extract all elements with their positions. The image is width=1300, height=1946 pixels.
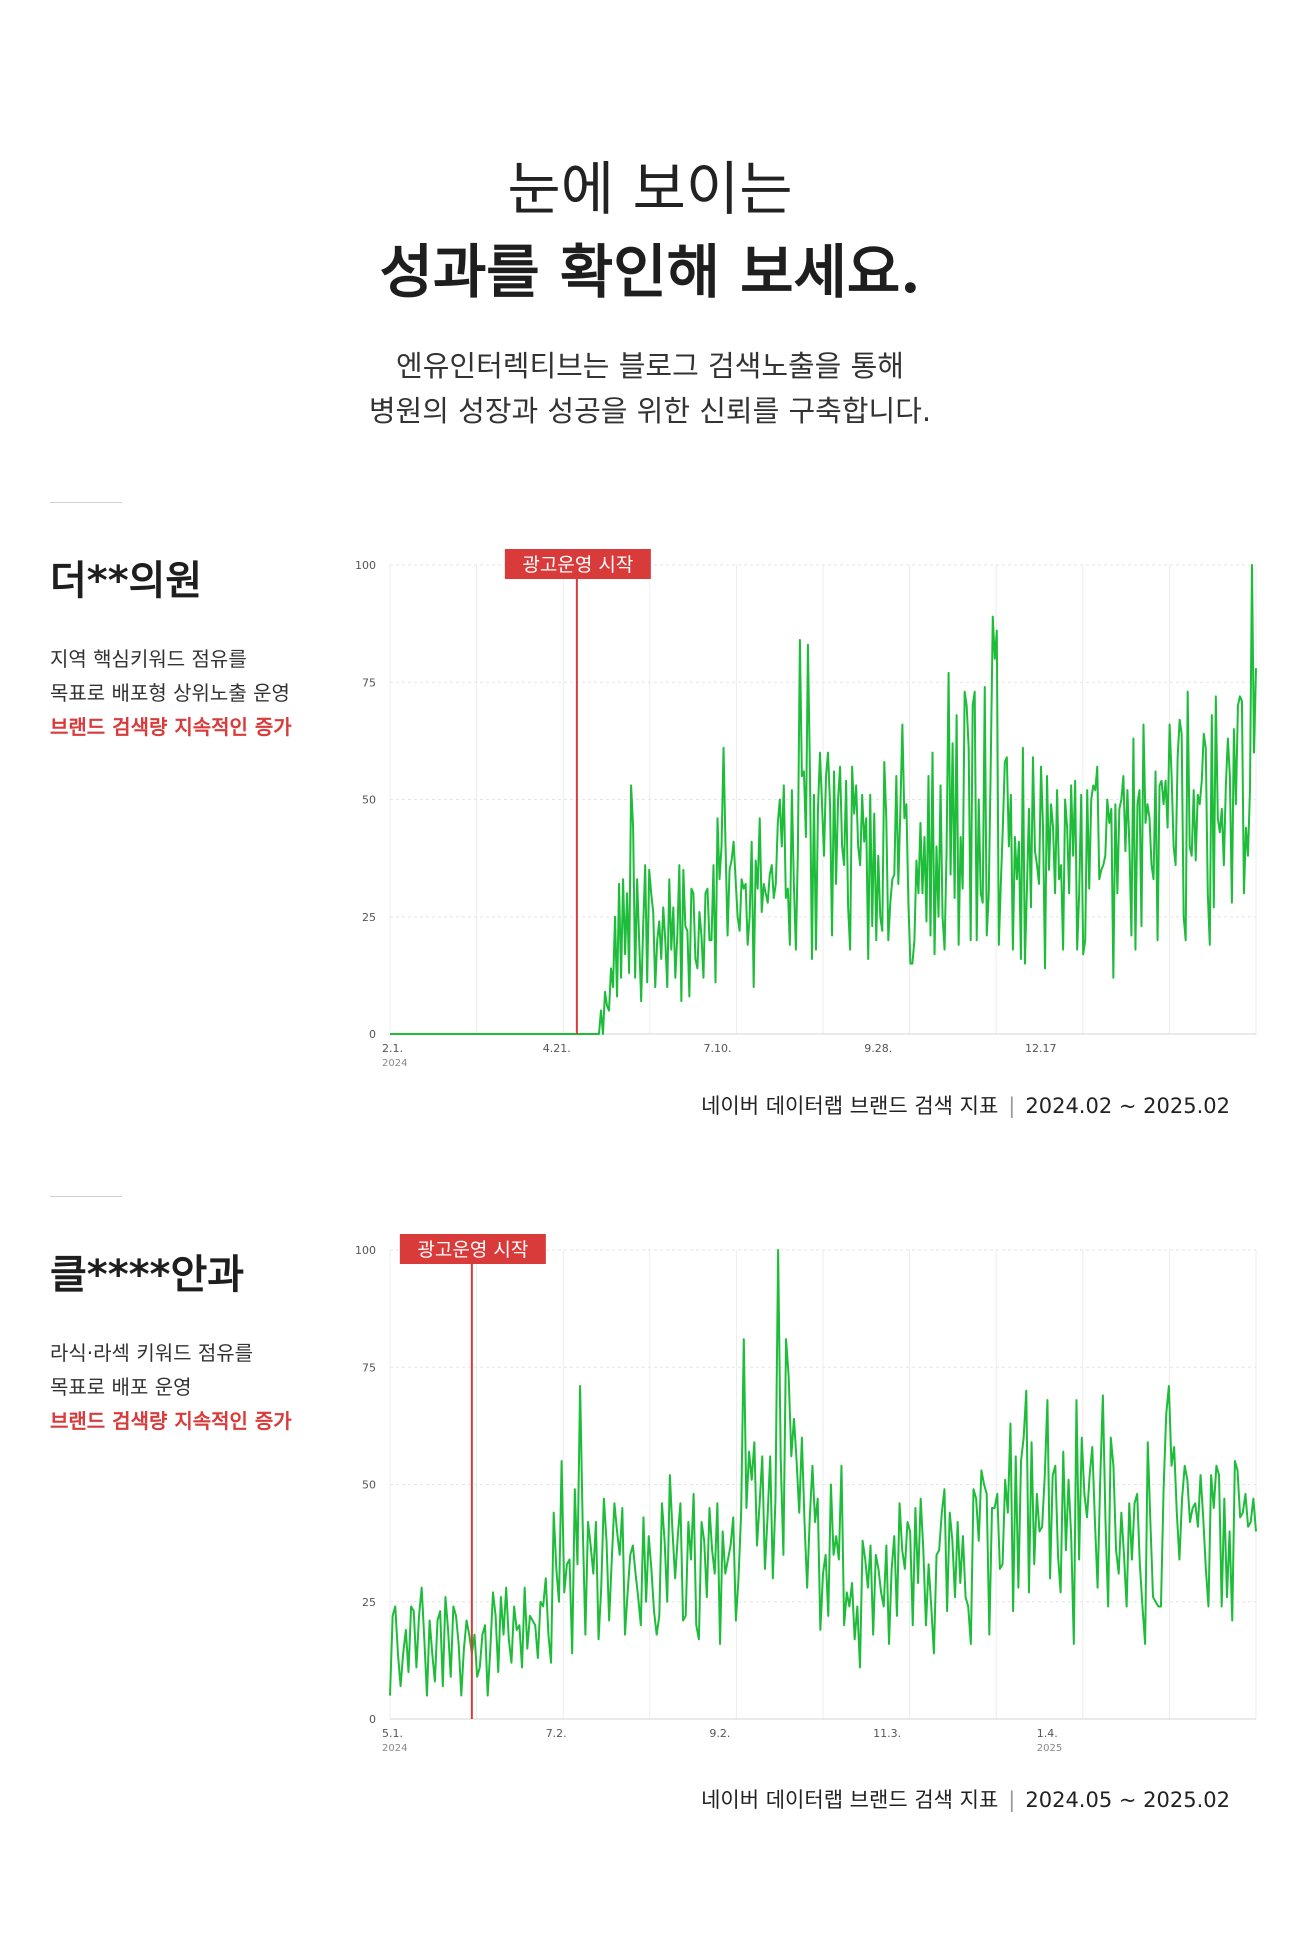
ad-start-label: 광고운영 시작 [522, 554, 633, 576]
chart-caption: 네이버 데이터랩 브랜드 검색 지표 | 2024.02 ~ 2025.02 [350, 1090, 1230, 1120]
x-tick-label: 11.3. [873, 1727, 901, 1740]
case-highlight: 브랜드 검색량 지속적인 증가 [50, 1409, 292, 1433]
y-tick-label: 50 [362, 794, 376, 807]
x-tick-sublabel: 2024 [382, 1743, 407, 1754]
intro-line-1: 엔유인터렉티브는 블로그 검색노출을 통해 [396, 349, 904, 383]
caption-period: 2024.02 ~ 2025.02 [1025, 1094, 1230, 1118]
intro-line-2: 병원의 성장과 성공을 위한 신뢰를 구축합니다. [368, 394, 932, 428]
brand-search-chart-2: 0 25 50 75 100 5.1. 2024 7.2. 9.2. 11.3. 1.4. 2025 광… [355, 1234, 1257, 1754]
series-line [389, 1249, 1257, 1697]
x-tick-sublabel: 2024 [382, 1058, 407, 1069]
y-tick-label: 50 [362, 1479, 376, 1492]
x-tick-label: 2.1. [382, 1042, 403, 1055]
ad-start-label-box [504, 549, 651, 579]
y-tick-label: 25 [362, 911, 376, 924]
case-desc-line-1: 지역 핵심키워드 점유를 [50, 647, 247, 671]
x-tick-label: 9.2. [709, 1727, 730, 1740]
x-tick-label: 7.2. [546, 1727, 567, 1740]
x-tick-label: 4.21. [543, 1042, 571, 1055]
x-tick-sublabel: 2025 [1037, 1743, 1062, 1754]
ad-start-label: 광고운영 시작 [417, 1239, 528, 1261]
y-tick-label: 75 [362, 676, 376, 689]
case-desc-line-2: 목표로 배포 운영 [50, 1375, 192, 1399]
caption-separator: | [1008, 1788, 1016, 1812]
x-tick-label: 5.1. [382, 1727, 403, 1740]
x-tick-label: 1.4. [1037, 1727, 1058, 1740]
y-tick-label: 0 [369, 1713, 376, 1726]
case-divider [50, 502, 122, 503]
case-description: 지역 핵심키워드 점유를 목표로 배포형 상위노출 운영 브랜드 검색량 지속적… [50, 642, 292, 744]
x-tick-label: 7.10. [703, 1042, 731, 1055]
case-highlight: 브랜드 검색량 지속적인 증가 [50, 715, 292, 739]
headline-line-2: 성과를 확인해 보세요. [379, 238, 921, 306]
case-desc-line-2: 목표로 배포형 상위노출 운영 [50, 681, 290, 705]
caption-period: 2024.05 ~ 2025.02 [1025, 1788, 1230, 1812]
caption-source: 네이버 데이터랩 브랜드 검색 지표 [701, 1788, 999, 1812]
y-tick-label: 0 [369, 1028, 376, 1041]
y-tick-label: 25 [362, 1596, 376, 1609]
x-tick-label: 9.28. [864, 1042, 892, 1055]
case-divider [50, 1196, 122, 1197]
chart-caption: 네이버 데이터랩 브랜드 검색 지표 | 2024.05 ~ 2025.02 [350, 1784, 1230, 1814]
ad-start-label-box [399, 1234, 546, 1264]
case-title: 더**의원 [50, 558, 203, 604]
y-tick-label: 100 [355, 1244, 376, 1257]
series-line [390, 564, 1257, 1035]
x-tick-label: 12.17 [1025, 1042, 1057, 1055]
caption-separator: | [1008, 1094, 1016, 1118]
y-tick-label: 75 [362, 1361, 376, 1374]
y-tick-label: 100 [355, 559, 376, 572]
caption-source: 네이버 데이터랩 브랜드 검색 지표 [701, 1094, 999, 1118]
brand-search-chart-1: 0 25 50 75 100 2.1. 2024 4.21. 7.10. 9.28. 12.17 광고… [355, 549, 1257, 1069]
case-title: 클****안과 [50, 1252, 245, 1298]
headline-line-1: 눈에 보이는 [507, 155, 793, 223]
case-desc-line-1: 라식·라섹 키워드 점유를 [50, 1341, 254, 1365]
case-description: 라식·라섹 키워드 점유를 목표로 배포 운영 브랜드 검색량 지속적인 증가 [50, 1336, 292, 1438]
